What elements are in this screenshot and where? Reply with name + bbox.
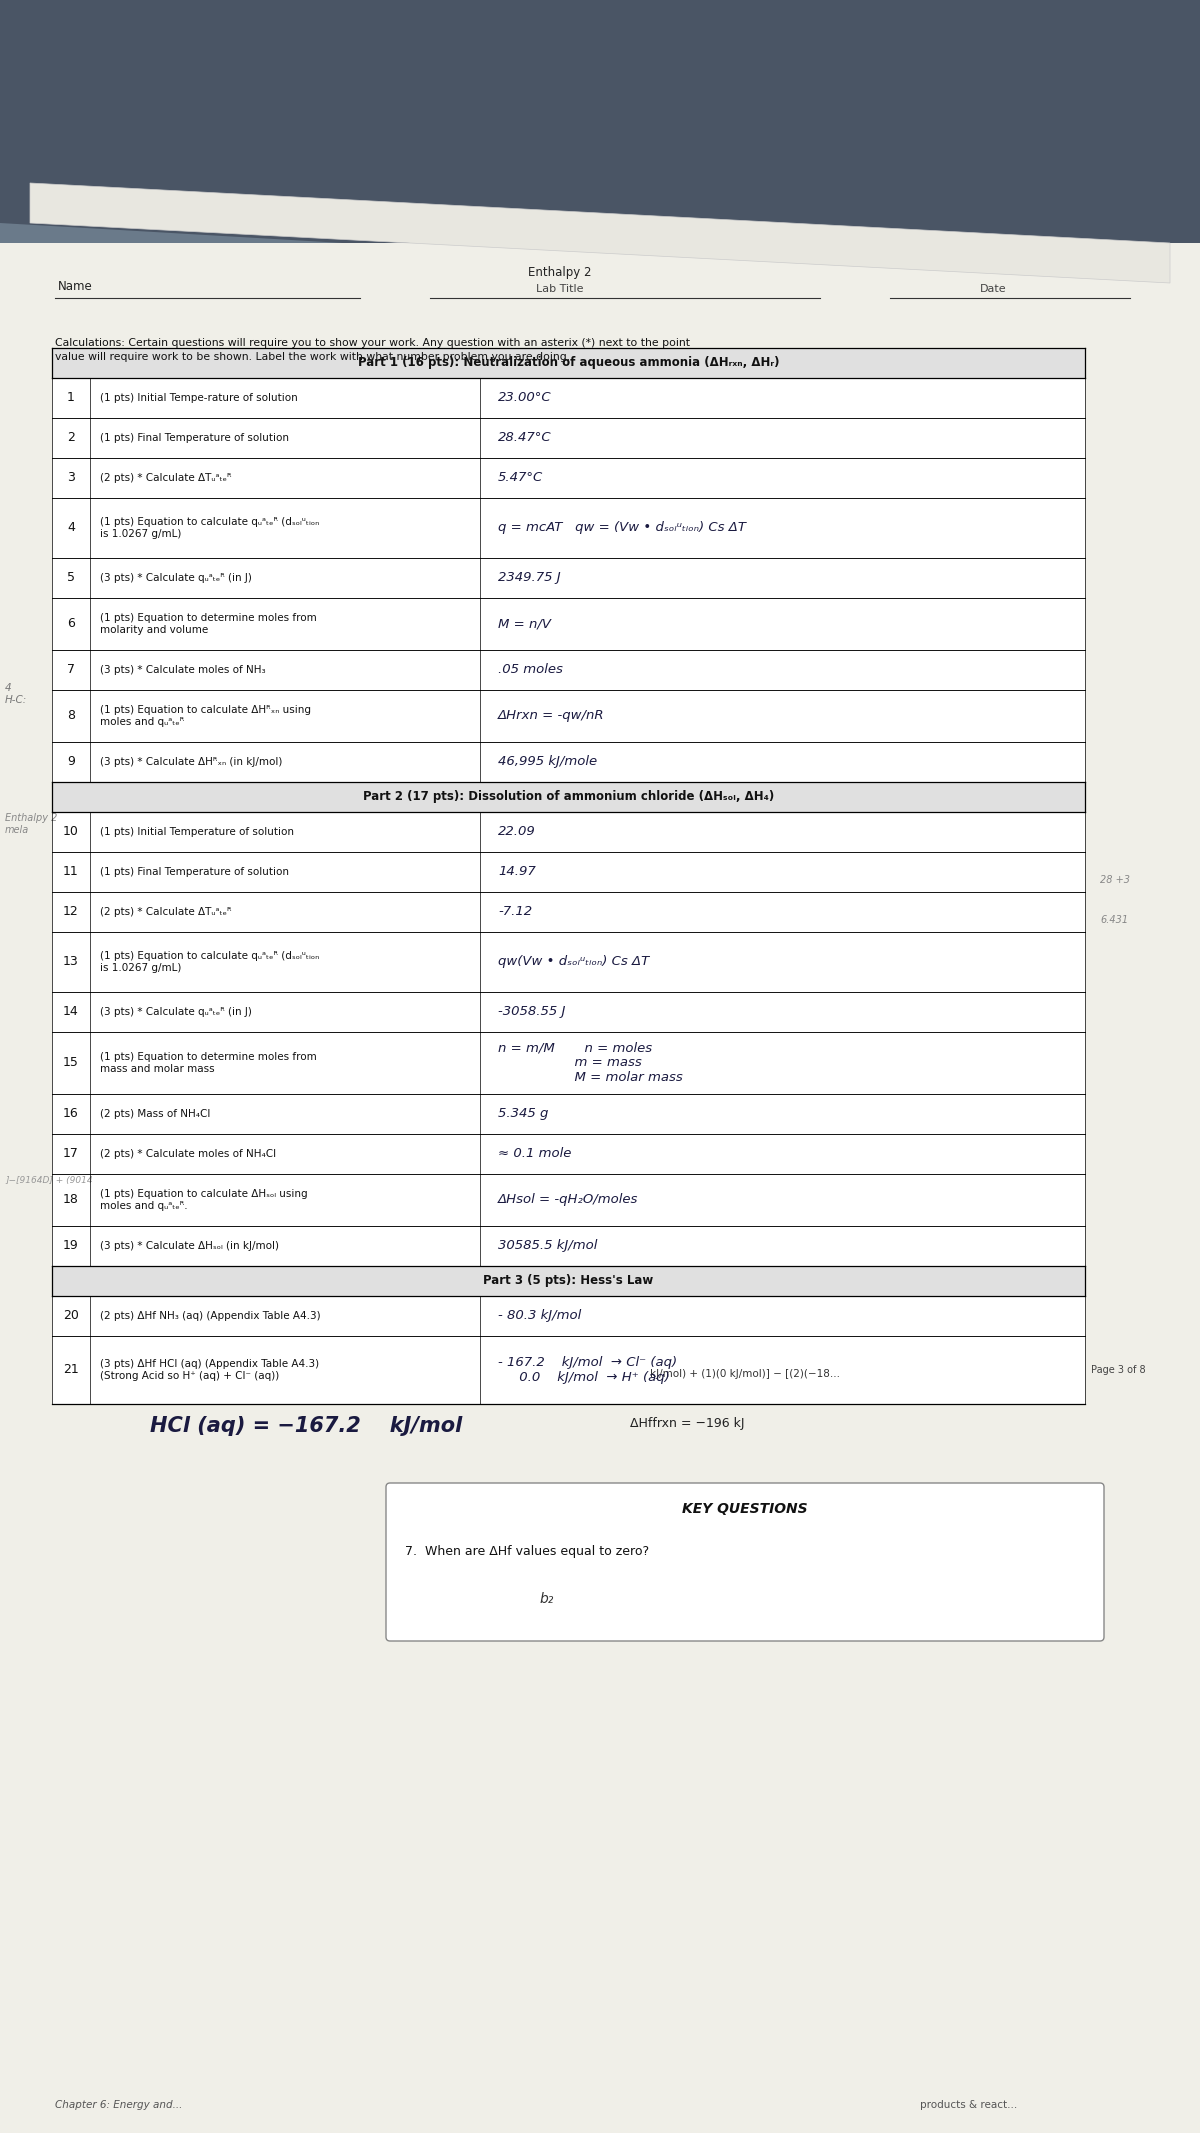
Text: - 167.2    kJ/mol  → Cl⁻ (aq)
     0.0    kJ/mol  → H⁺ (aq): - 167.2 kJ/mol → Cl⁻ (aq) 0.0 kJ/mol → H… [498, 1357, 677, 1384]
Text: (2 pts) * Calculate ΔTᵤᵃₜₑᴿ: (2 pts) * Calculate ΔTᵤᵃₜₑᴿ [100, 474, 232, 482]
Text: ΔHffrxn = −196 kJ: ΔHffrxn = −196 kJ [630, 1416, 744, 1429]
Text: q = mcAT   qw = (Vw • dₛₒₗᵘₜᵢₒₙ) Cs ΔT: q = mcAT qw = (Vw • dₛₒₗᵘₜᵢₒₙ) Cs ΔT [498, 520, 746, 535]
Text: (2 pts) * Calculate ΔTᵤᵃₜₑᴿ: (2 pts) * Calculate ΔTᵤᵃₜₑᴿ [100, 907, 232, 917]
FancyBboxPatch shape [52, 1173, 1085, 1226]
Text: -7.12: -7.12 [498, 907, 532, 919]
Text: 5.47°C: 5.47°C [498, 471, 544, 484]
Text: 11: 11 [64, 866, 79, 879]
Text: (1 pts) Equation to calculate ΔHᴿₓₙ using
moles and qᵤᵃₜₑᴿ: (1 pts) Equation to calculate ΔHᴿₓₙ usin… [100, 706, 311, 727]
Text: 5.345 g: 5.345 g [498, 1107, 548, 1120]
FancyBboxPatch shape [52, 597, 1085, 651]
FancyBboxPatch shape [52, 851, 1085, 892]
FancyBboxPatch shape [52, 742, 1085, 783]
Text: 14.97: 14.97 [498, 866, 535, 879]
Text: KEY QUESTIONS: KEY QUESTIONS [682, 1502, 808, 1517]
FancyBboxPatch shape [52, 418, 1085, 459]
Text: products & react...: products & react... [920, 2101, 1018, 2110]
Text: 22.09: 22.09 [498, 825, 535, 838]
Text: 18: 18 [64, 1194, 79, 1207]
FancyBboxPatch shape [52, 651, 1085, 689]
Text: 4
H-C:: 4 H-C: [5, 683, 28, 704]
Text: (2 pts) Mass of NH₄Cl: (2 pts) Mass of NH₄Cl [100, 1109, 210, 1120]
Text: 28.47°C: 28.47°C [498, 431, 552, 444]
Text: 10: 10 [64, 825, 79, 838]
Text: M = n/V: M = n/V [498, 616, 551, 631]
Text: (1 pts) Equation to calculate qᵤᵃₜₑᴿ (dₛₒₗᵘₜᵢₒₙ
is 1.0267 g/mL): (1 pts) Equation to calculate qᵤᵃₜₑᴿ (dₛ… [100, 951, 319, 973]
FancyBboxPatch shape [52, 459, 1085, 497]
Text: 28 +3: 28 +3 [1100, 875, 1130, 885]
FancyBboxPatch shape [52, 892, 1085, 932]
Text: Lab Title: Lab Title [536, 284, 583, 294]
FancyBboxPatch shape [52, 497, 1085, 559]
Polygon shape [30, 183, 1170, 284]
FancyBboxPatch shape [52, 1094, 1085, 1135]
Text: (1 pts) Final Temperature of solution: (1 pts) Final Temperature of solution [100, 866, 289, 877]
FancyBboxPatch shape [52, 378, 1085, 418]
Text: (1 pts) Initial Tempe-rature of solution: (1 pts) Initial Tempe-rature of solution [100, 392, 298, 403]
FancyBboxPatch shape [52, 1032, 1085, 1094]
Text: Chapter 6: Energy and...: Chapter 6: Energy and... [55, 2101, 182, 2110]
Text: (1 pts) Equation to calculate ΔHₛₒₗ using
moles and qᵤᵃₜₑᴿ.: (1 pts) Equation to calculate ΔHₛₒₗ usin… [100, 1190, 307, 1212]
Text: qw(Vw • dₛₒₗᵘₜᵢₒₙ) Cs ΔT: qw(Vw • dₛₒₗᵘₜᵢₒₙ) Cs ΔT [498, 956, 649, 968]
Text: .05 moles: .05 moles [498, 663, 563, 676]
FancyBboxPatch shape [52, 783, 1085, 813]
Text: (3 pts) ΔHf HCl (aq) (Appendix Table A4.3)
(Strong Acid so H⁺ (aq) + Cl⁻ (aq)): (3 pts) ΔHf HCl (aq) (Appendix Table A4.… [100, 1359, 319, 1380]
Text: (1 pts) Equation to determine moles from
molarity and volume: (1 pts) Equation to determine moles from… [100, 612, 317, 636]
Text: 15: 15 [64, 1056, 79, 1069]
Text: 21: 21 [64, 1363, 79, 1376]
Text: b₂: b₂ [540, 1591, 554, 1606]
Text: 6.431: 6.431 [1100, 915, 1128, 926]
FancyBboxPatch shape [52, 689, 1085, 742]
Text: (2 pts) * Calculate moles of NH₄Cl: (2 pts) * Calculate moles of NH₄Cl [100, 1150, 276, 1158]
Text: n = m/M       n = moles
                  m = mass
                  M = molar m: n = m/M n = moles m = mass M = molar m [498, 1041, 683, 1084]
Text: HCl (aq) = −167.2    kJ/mol: HCl (aq) = −167.2 kJ/mol [150, 1416, 462, 1436]
FancyBboxPatch shape [52, 1267, 1085, 1297]
Text: Part 3 (5 pts): Hess's Law: Part 3 (5 pts): Hess's Law [484, 1276, 654, 1288]
FancyBboxPatch shape [52, 559, 1085, 597]
Text: Part 2 (17 pts): Dissolution of ammonium chloride (ΔHₛₒₗ, ΔH₄): Part 2 (17 pts): Dissolution of ammonium… [362, 791, 774, 804]
Text: 12: 12 [64, 907, 79, 919]
FancyBboxPatch shape [52, 813, 1085, 851]
Text: (3 pts) * Calculate moles of NH₃: (3 pts) * Calculate moles of NH₃ [100, 665, 265, 674]
Text: Page 3 of 8: Page 3 of 8 [1091, 1365, 1146, 1376]
FancyBboxPatch shape [386, 1482, 1104, 1640]
Text: ΔHsol = -qH₂O/moles: ΔHsol = -qH₂O/moles [498, 1194, 638, 1207]
Text: 20: 20 [64, 1310, 79, 1322]
Text: 3: 3 [67, 471, 74, 484]
FancyBboxPatch shape [52, 1135, 1085, 1173]
Text: (3 pts) * Calculate qᵤᵃₜₑᴿ (in J): (3 pts) * Calculate qᵤᵃₜₑᴿ (in J) [100, 574, 252, 582]
Text: 23.00°C: 23.00°C [498, 392, 552, 405]
FancyBboxPatch shape [52, 1335, 1085, 1404]
Text: (1 pts) Equation to calculate qᵤᵃₜₑᴿ (dₛₒₗᵘₜᵢₒₙ
is 1.0267 g/mL): (1 pts) Equation to calculate qᵤᵃₜₑᴿ (dₛ… [100, 516, 319, 540]
Text: 13: 13 [64, 956, 79, 968]
Text: Enthalpy 2: Enthalpy 2 [528, 267, 592, 279]
Text: 2: 2 [67, 431, 74, 444]
Text: Part 1 (16 pts): Neutralization of aqueous ammonia (ΔHᵣₓₙ, ΔHᵣ): Part 1 (16 pts): Neutralization of aqueo… [358, 356, 779, 369]
Text: 8: 8 [67, 710, 74, 723]
Text: ≈ 0.1 mole: ≈ 0.1 mole [498, 1148, 571, 1160]
Text: Date: Date [980, 284, 1007, 294]
Text: 14: 14 [64, 1005, 79, 1017]
Text: 7: 7 [67, 663, 74, 676]
Text: 9: 9 [67, 755, 74, 768]
Text: (3 pts) * Calculate ΔHₛₒₗ (in kJ/mol): (3 pts) * Calculate ΔHₛₒₗ (in kJ/mol) [100, 1241, 278, 1250]
Text: Enthalpy 2
mela: Enthalpy 2 mela [5, 813, 58, 834]
Text: 4: 4 [67, 520, 74, 535]
Text: (2 pts) ΔHf NH₃ (aq) (Appendix Table A4.3): (2 pts) ΔHf NH₃ (aq) (Appendix Table A4.… [100, 1312, 320, 1320]
Text: 6: 6 [67, 616, 74, 631]
Text: 1: 1 [67, 392, 74, 405]
Text: 30585.5 kJ/mol: 30585.5 kJ/mol [498, 1239, 598, 1252]
Text: ΔHrxn = -qw/nR: ΔHrxn = -qw/nR [498, 710, 605, 723]
Text: 16: 16 [64, 1107, 79, 1120]
Text: (1 pts) Initial Temperature of solution: (1 pts) Initial Temperature of solution [100, 828, 294, 836]
FancyBboxPatch shape [52, 992, 1085, 1032]
Text: (1 pts) Equation to determine moles from
mass and molar mass: (1 pts) Equation to determine moles from… [100, 1052, 317, 1073]
FancyBboxPatch shape [52, 1226, 1085, 1267]
Text: - 80.3 kJ/mol: - 80.3 kJ/mol [498, 1310, 581, 1322]
Text: (3 pts) * Calculate ΔHᴿₓₙ (in kJ/mol): (3 pts) * Calculate ΔHᴿₓₙ (in kJ/mol) [100, 757, 282, 768]
FancyBboxPatch shape [52, 1297, 1085, 1335]
Text: (3 pts) * Calculate qᵤᵃₜₑᴿ (in J): (3 pts) * Calculate qᵤᵃₜₑᴿ (in J) [100, 1007, 252, 1017]
Polygon shape [0, 0, 1200, 292]
Text: 19: 19 [64, 1239, 79, 1252]
Text: Name: Name [58, 279, 92, 292]
